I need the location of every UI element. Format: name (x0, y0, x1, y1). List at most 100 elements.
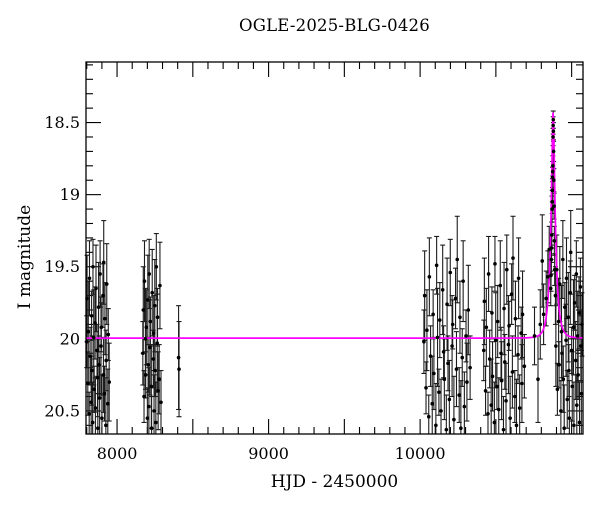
data-point (577, 420, 582, 425)
data-point (91, 264, 95, 269)
data-point (143, 337, 148, 341)
data-point (156, 388, 160, 393)
data-point (158, 283, 162, 288)
data-point (86, 381, 90, 386)
data-point (490, 311, 494, 315)
data-point (552, 178, 556, 183)
data-point (562, 426, 567, 431)
data-point (106, 401, 110, 406)
data-point (550, 207, 554, 211)
data-point (96, 426, 100, 431)
data-point (101, 373, 106, 377)
data-point (426, 414, 431, 419)
data-point (151, 357, 156, 361)
model-curve (86, 112, 584, 339)
data-point (551, 149, 556, 154)
data-point (159, 400, 163, 405)
data-point (493, 262, 497, 266)
data-point (495, 319, 500, 324)
data-point (578, 285, 583, 289)
data-point (155, 341, 160, 345)
data-point (89, 313, 94, 318)
data-point (424, 386, 428, 390)
data-point (87, 276, 92, 281)
data-point (553, 293, 558, 298)
data-point (568, 290, 573, 295)
data-point (466, 308, 471, 312)
data-point (559, 329, 564, 334)
data-point (447, 397, 452, 402)
data-point (499, 351, 503, 356)
data-point (496, 407, 501, 412)
data-point (99, 325, 104, 330)
data-point (483, 388, 488, 393)
data-point (88, 354, 92, 358)
data-point (510, 370, 515, 374)
data-point (461, 279, 465, 283)
data-point (97, 362, 101, 367)
data-point (557, 362, 561, 367)
data-point (155, 315, 160, 320)
data-point (458, 315, 462, 320)
data-point (425, 328, 429, 332)
data-point (101, 293, 105, 298)
data-point (441, 350, 446, 354)
data-point (465, 380, 469, 384)
data-point (464, 334, 468, 338)
data-point (177, 367, 181, 371)
data-point (546, 275, 550, 279)
data-point (550, 188, 555, 193)
data-point (435, 335, 440, 340)
data-point (554, 344, 558, 348)
data-point (153, 368, 157, 373)
data-point (571, 325, 576, 330)
data-point (142, 394, 146, 399)
data-point (154, 420, 158, 425)
data-point (143, 373, 148, 377)
data-point (513, 316, 518, 321)
chart-title: OGLE-2025-BLG-0426 (239, 16, 430, 35)
data-point (439, 409, 443, 413)
data-point (567, 416, 572, 420)
data-point (564, 276, 569, 281)
data-point (575, 334, 580, 338)
data-point (564, 338, 568, 343)
y-tick-label: 20 (60, 329, 80, 348)
data-point (548, 286, 553, 291)
data-point (522, 364, 527, 369)
data-point (482, 299, 487, 304)
data-point (579, 344, 583, 348)
data-point (536, 377, 540, 382)
data-point (561, 377, 566, 382)
data-point (86, 329, 91, 334)
data-point (142, 279, 147, 283)
y-tick-label: 19.5 (44, 257, 80, 276)
data-point (104, 358, 108, 363)
data-point (97, 396, 102, 400)
data-point (498, 283, 503, 288)
data-point (508, 416, 512, 420)
data-point (453, 296, 458, 301)
data-point (95, 375, 100, 380)
data-point (104, 423, 108, 428)
data-point (457, 393, 462, 397)
data-point (444, 427, 449, 432)
data-point (450, 344, 454, 348)
data-point (561, 257, 565, 262)
data-point (87, 412, 91, 416)
data-point (455, 257, 460, 262)
plot-frame (85, 61, 584, 435)
data-point (145, 416, 150, 420)
data-point (532, 334, 537, 338)
data-point (147, 404, 151, 409)
data-point (151, 331, 156, 335)
data-point (427, 275, 432, 279)
data-point (93, 406, 98, 410)
x-tick-label: 9000 (248, 444, 289, 463)
data-point (490, 374, 495, 379)
data-point (550, 175, 555, 180)
data-point (551, 123, 555, 128)
data-point (154, 264, 159, 269)
data-point (499, 378, 504, 383)
data-point (141, 351, 145, 356)
